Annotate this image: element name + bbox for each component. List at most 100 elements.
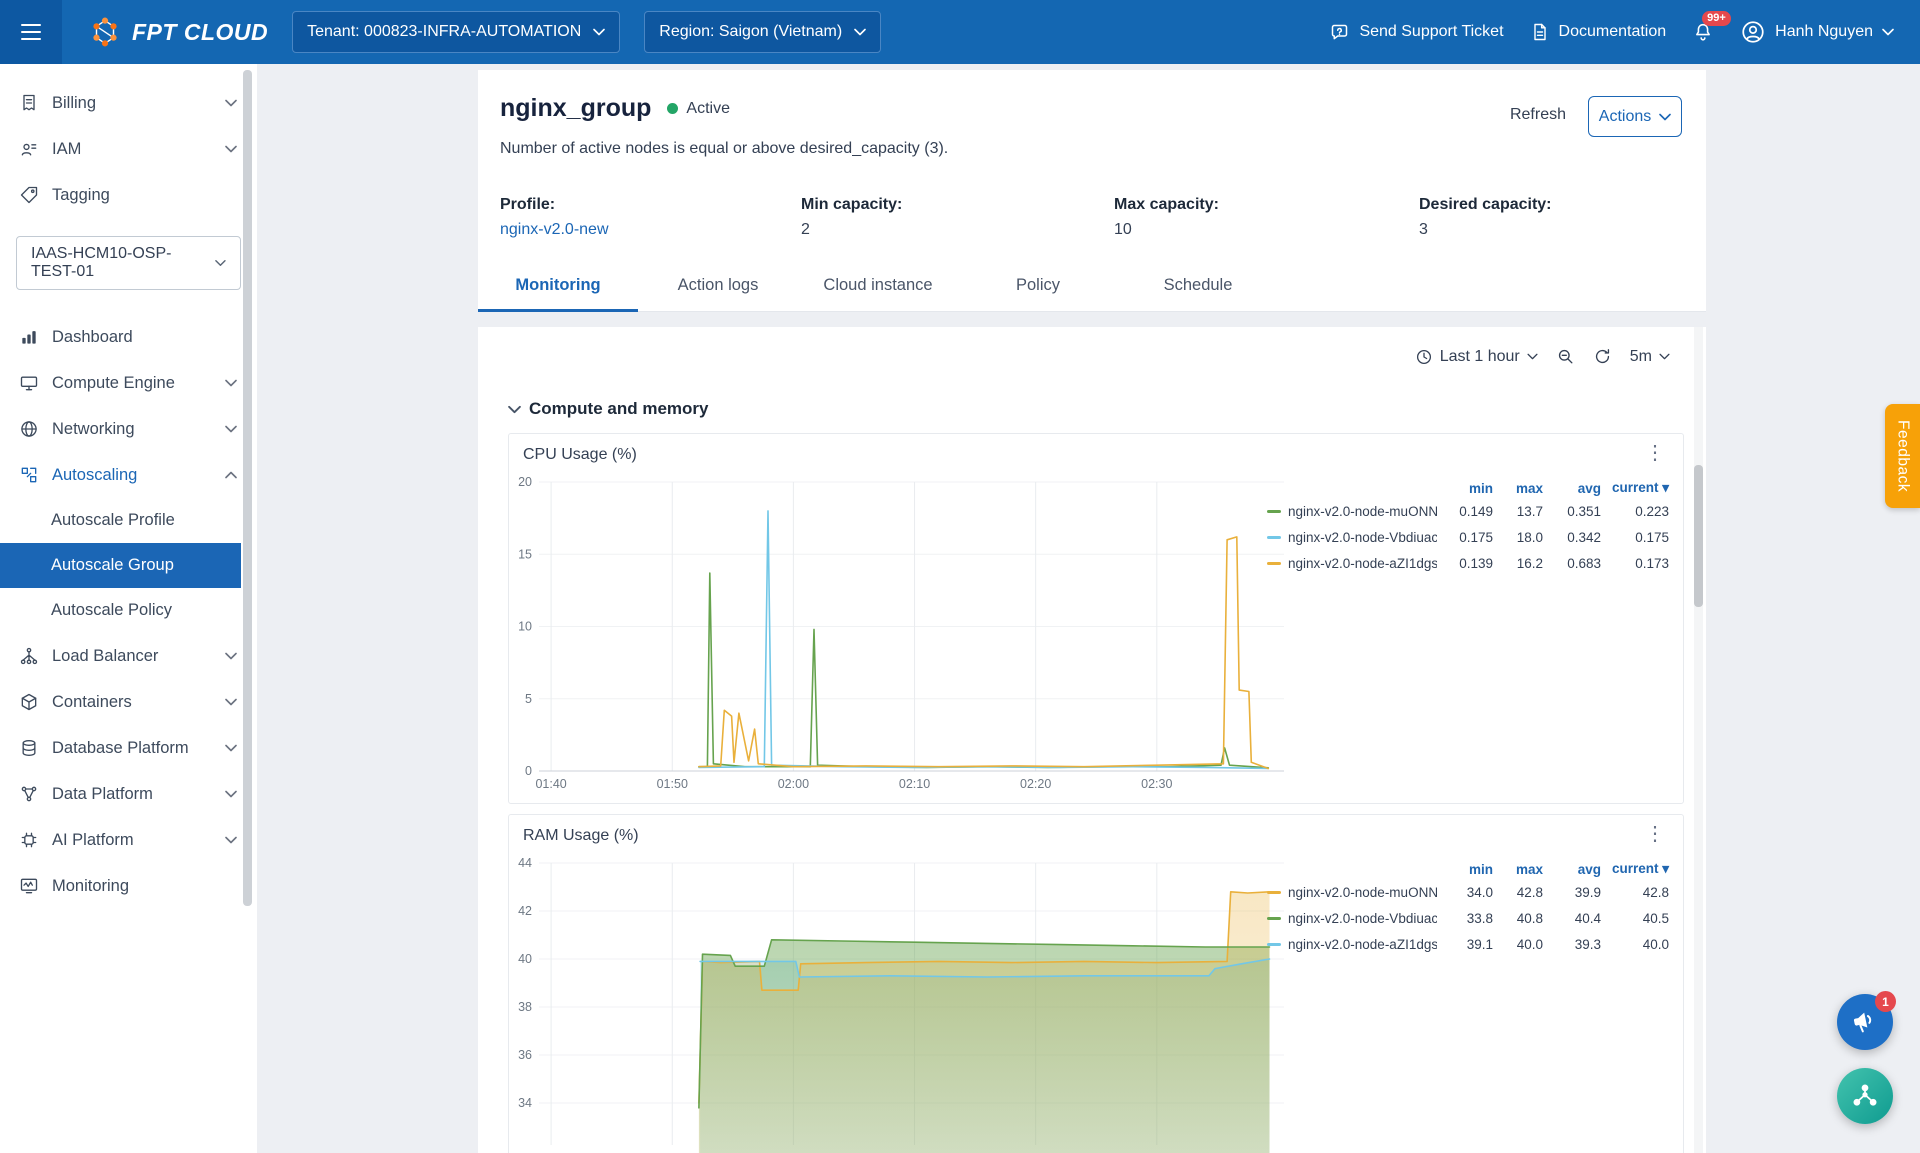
sidebar-item-monitoring[interactable]: Monitoring: [0, 863, 257, 909]
svg-text:36: 36: [518, 1048, 532, 1062]
clock-icon: [1416, 349, 1431, 364]
sidebar-item-autoscaling[interactable]: Autoscaling: [0, 452, 257, 498]
series-color-marker: [1267, 916, 1281, 920]
tab-schedule[interactable]: Schedule: [1163, 275, 1233, 294]
region-selector[interactable]: Region: Saigon (Vietnam): [644, 11, 882, 53]
refresh-charts-button[interactable]: [1593, 347, 1612, 366]
svg-text:34: 34: [518, 1096, 532, 1110]
kebab-menu-icon[interactable]: ⋮: [1645, 823, 1665, 845]
svg-text:02:30: 02:30: [1141, 777, 1172, 791]
svg-text:38: 38: [518, 1000, 532, 1014]
ai-assistant-button[interactable]: [1837, 1068, 1893, 1124]
zoom-out-button[interactable]: [1556, 347, 1575, 366]
actions-button[interactable]: Actions: [1588, 96, 1682, 137]
profile-link[interactable]: nginx-v2.0-new: [500, 221, 609, 238]
sidebar-item-tagging[interactable]: Tagging: [0, 172, 257, 218]
workspace-selector[interactable]: IAAS-HCM10-OSP-TEST-01: [16, 236, 241, 290]
sidebar-item-label: Dashboard: [52, 327, 133, 346]
sidebar-item-label: Autoscaling: [52, 465, 138, 484]
documentation-link[interactable]: Documentation: [1530, 22, 1666, 42]
sidebar-item-database-platform[interactable]: Database Platform: [0, 725, 257, 771]
stat-min-capacity: Min capacity: 2: [801, 196, 902, 239]
panel-scrollbar-track[interactable]: [1694, 327, 1703, 1153]
tab-monitoring[interactable]: Monitoring: [478, 259, 638, 312]
sidebar-item-label: IAM: [52, 139, 82, 158]
sidebar-item-label: Tagging: [52, 185, 110, 204]
sidebar-item-autoscale-policy[interactable]: Autoscale Policy: [0, 588, 257, 633]
sidebar-item-autoscale-group[interactable]: Autoscale Group: [0, 543, 241, 588]
cpu-usage-chart[interactable]: 0 5 10 15 20 01:40 01:50 02:00 02:10 02:20 02:30: [513, 462, 1295, 796]
sidebar-item-autoscale-profile[interactable]: Autoscale Profile: [0, 498, 257, 543]
megaphone-icon: [1853, 1012, 1872, 1033]
chevron-down-icon: [225, 99, 237, 107]
top-navbar: FPT CLOUD Tenant: 000823-INFRA-AUTOMATIO…: [0, 0, 1920, 64]
region-label: Region: Saigon (Vietnam): [659, 23, 843, 40]
chevron-down-icon: [225, 836, 237, 844]
refresh-interval-selector[interactable]: 5m: [1630, 348, 1670, 366]
sidebar-scrollbar[interactable]: [243, 70, 252, 906]
sidebar-item-load-balancer[interactable]: Load Balancer: [0, 633, 257, 679]
sidebar-item-dashboard[interactable]: Dashboard: [0, 314, 257, 360]
notifications-button[interactable]: 99+: [1692, 11, 1731, 43]
tab-action-logs[interactable]: Action logs: [677, 275, 759, 294]
sidebar-item-billing[interactable]: Billing: [0, 80, 257, 126]
svg-text:40: 40: [518, 952, 532, 966]
tag-icon: [20, 186, 38, 204]
svg-text:42: 42: [518, 904, 532, 918]
sidebar-item-containers[interactable]: Containers: [0, 679, 257, 725]
legend-row[interactable]: nginx-v2.0-node-aZI1dgs2 0.139 16.2 0.683 0.…: [1267, 550, 1669, 576]
status-dot-icon: [667, 103, 679, 114]
kebab-menu-icon[interactable]: ⋮: [1645, 442, 1665, 464]
panel-scrollbar-thumb[interactable]: [1694, 465, 1703, 607]
collapse-chevron-icon: [508, 405, 521, 413]
svg-text:20: 20: [518, 475, 532, 489]
sidebar-item-ai-platform[interactable]: AI Platform: [0, 817, 257, 863]
tenant-selector[interactable]: Tenant: 000823-INFRA-AUTOMATION: [292, 11, 621, 53]
chevron-down-icon: [225, 744, 237, 752]
support-ticket-link[interactable]: Send Support Ticket: [1329, 22, 1504, 43]
ai-network-icon: [1853, 1084, 1877, 1106]
legend-row[interactable]: nginx-v2.0-node-muONN1NL34.042.839.942.8: [1267, 879, 1669, 905]
series-color-marker: [1267, 561, 1281, 565]
legend-row[interactable]: nginx-v2.0-node-Vbdiuacr 33.8 40.8 40.4 40.5: [1267, 905, 1669, 931]
status-label: Active: [686, 99, 730, 117]
section-compute-and-memory[interactable]: Compute and memory: [508, 399, 708, 419]
sidebar-item-compute-engine[interactable]: Compute Engine: [0, 360, 257, 406]
time-range-selector[interactable]: Last 1 hour: [1415, 348, 1538, 366]
svg-text:02:00: 02:00: [778, 777, 809, 791]
stat-max-capacity: Max capacity: 10: [1114, 196, 1219, 239]
feedback-tab[interactable]: Feedback: [1885, 404, 1920, 508]
refresh-interval-value: 5m: [1629, 347, 1652, 365]
stat-label: Desired capacity:: [1419, 196, 1552, 213]
chevron-down-icon: [215, 260, 226, 266]
status-badge: Active: [667, 100, 730, 118]
ai-platform-icon: [21, 832, 37, 848]
legend-row[interactable]: nginx-v2.0-node-Vbdiuacr 0.175 18.0 0.342 0.…: [1267, 524, 1669, 550]
menu-button[interactable]: [0, 0, 62, 64]
tab-bar: Monitoring Action logs Cloud instance Po…: [478, 259, 1706, 312]
chevron-down-icon: [854, 28, 867, 36]
series-color-marker: [1267, 890, 1281, 894]
legend-row[interactable]: nginx-v2.0-node-muONN1NL0.14913.70.3510.…: [1267, 498, 1669, 524]
sidebar-item-iam[interactable]: IAM: [0, 126, 257, 172]
sidebar-item-networking[interactable]: Networking: [0, 406, 257, 452]
autoscaling-icon: [21, 467, 37, 483]
svg-text:01:50: 01:50: [657, 777, 688, 791]
stat-value: 3: [1419, 221, 1428, 238]
logo-text: FPT CLOUD: [132, 18, 269, 45]
dashboard-icon: [22, 331, 36, 344]
announcements-button[interactable]: 1: [1837, 991, 1896, 1050]
svg-text:15: 15: [518, 547, 532, 561]
legend-row[interactable]: nginx-v2.0-node-aZI1dgs2 39.1 40.0 39.3 40.0: [1267, 931, 1669, 957]
tab-policy[interactable]: Policy: [1015, 275, 1060, 294]
ram-usage-chart[interactable]: 34363840424401:4001:5002:0002:1002:2002:…: [513, 843, 1295, 1153]
tab-cloud-instance[interactable]: Cloud instance: [823, 275, 933, 294]
stat-value: 2: [801, 221, 810, 238]
user-menu[interactable]: Hanh Nguyen: [1740, 19, 1894, 45]
billing-icon: [23, 94, 35, 111]
refresh-button[interactable]: Refresh: [1509, 106, 1566, 123]
sidebar-item-data-platform[interactable]: Data Platform: [0, 771, 257, 817]
fpt-cloud-logo[interactable]: FPT CLOUD: [88, 15, 268, 49]
fpt-logo-icon: [93, 17, 117, 47]
